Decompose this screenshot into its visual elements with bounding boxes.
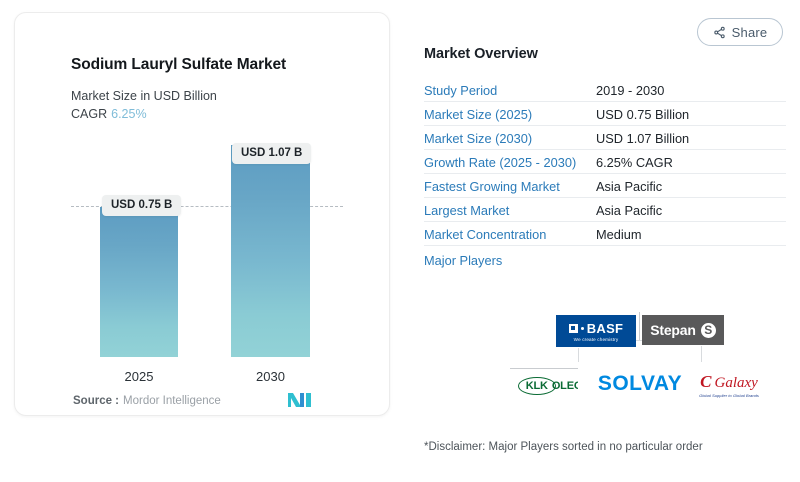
overview-row-market-size-2025: Market Size (2025) USD 0.75 Billion — [424, 102, 786, 126]
source-line: Source : Mordor Intelligence — [73, 395, 221, 407]
overview-row-fastest-growing-market: Fastest Growing Market Asia Pacific — [424, 174, 786, 198]
bar-label-2030: USD 1.07 B — [232, 143, 312, 164]
overview-key: Study Period — [424, 82, 498, 98]
player-logo-stepan: Stepan S — [642, 314, 724, 346]
oleo-wordmark: OLEO — [551, 380, 583, 392]
mordor-intelligence-logo-icon — [287, 389, 315, 409]
overview-value: Asia Pacific — [596, 202, 663, 218]
bar-chart-plot: USD 0.75 B USD 1.07 B 2025 2030 — [15, 13, 391, 417]
galaxy-initial-icon: C — [700, 372, 712, 391]
basf-dot-icon — [580, 326, 584, 330]
player-logo-galaxy: C Galaxy Global Supplier to Global Brand… — [690, 368, 768, 402]
bar-2025[interactable] — [100, 207, 178, 357]
overview-key: Growth Rate (2025 - 2030) — [424, 154, 577, 170]
solvay-wordmark: SOLVAY — [597, 372, 683, 395]
player-logo-klk-oleo: KLK OLEO — [510, 370, 590, 402]
major-players-logos: BASF We create chemistry Stepan S KLK OL… — [510, 312, 786, 408]
galaxy-wordmark: Galaxy — [714, 375, 758, 391]
overview-row-market-concentration: Market Concentration Medium — [424, 222, 786, 246]
share-icon — [713, 26, 726, 39]
chart-cagr: CAGR 6.25% — [71, 107, 147, 121]
chart-title: Sodium Lauryl Sulfate Market — [71, 56, 287, 73]
overview-value: USD 1.07 Billion — [596, 130, 690, 146]
overview-row-market-size-2030: Market Size (2030) USD 1.07 Billion — [424, 126, 786, 150]
overview-row-major-players: Major Players — [424, 246, 786, 270]
chart-subtitle: Market Size in USD Billion — [71, 89, 217, 103]
overview-value: 2019 - 2030 — [596, 82, 665, 98]
market-overview-panel: Market Overview Study Period 2019 - 2030… — [424, 46, 786, 270]
basf-wordmark: BASF — [586, 320, 624, 336]
share-button-label: Share — [731, 24, 768, 40]
basf-tagline: We create chemistry — [573, 336, 619, 342]
overview-value: Asia Pacific — [596, 178, 663, 194]
bar-label-2025: USD 0.75 B — [102, 195, 182, 216]
overview-value: Medium — [596, 226, 642, 242]
player-logo-solvay: SOLVAY — [578, 362, 702, 406]
stepan-wordmark: Stepan — [650, 322, 696, 338]
overview-key: Market Size (2030) — [424, 130, 533, 146]
overview-key: Market Concentration — [424, 226, 547, 242]
x-tick-2025: 2025 — [124, 369, 154, 384]
overview-key: Market Size (2025) — [424, 106, 533, 122]
source-label: Source : — [73, 395, 120, 407]
overview-key: Largest Market — [424, 202, 510, 218]
share-button[interactable]: Share — [697, 18, 783, 46]
overview-value: USD 0.75 Billion — [596, 106, 690, 122]
stepan-mark-icon: S — [700, 322, 716, 338]
chart-cagr-label: CAGR — [71, 107, 108, 121]
chart-card: Sodium Lauryl Sulfate Market Market Size… — [14, 12, 390, 416]
overview-row-largest-market: Largest Market Asia Pacific — [424, 198, 786, 222]
bar-2030[interactable] — [231, 145, 310, 357]
overview-key: Fastest Growing Market — [424, 178, 560, 194]
panel-title: Market Overview — [424, 46, 538, 62]
overview-value: 6.25% CAGR — [596, 154, 673, 170]
source-name: Mordor Intelligence — [123, 395, 221, 407]
x-tick-2030: 2030 — [256, 369, 285, 384]
overview-row-growth-rate: Growth Rate (2025 - 2030) 6.25% CAGR — [424, 150, 786, 174]
disclaimer-text: *Disclaimer: Major Players sorted in no … — [424, 441, 703, 453]
major-players-label: Major Players — [424, 252, 503, 268]
chart-cagr-value: 6.25% — [111, 107, 147, 121]
basf-square-icon — [568, 323, 578, 333]
galaxy-tagline: Global Supplier to Global Brands — [699, 393, 759, 398]
klk-wordmark: KLK — [517, 377, 556, 395]
gridline-reference — [71, 206, 343, 207]
player-logo-basf: BASF We create chemistry — [556, 314, 636, 348]
overview-row-study-period: Study Period 2019 - 2030 — [424, 78, 786, 102]
logo-divider-vertical — [639, 312, 640, 356]
